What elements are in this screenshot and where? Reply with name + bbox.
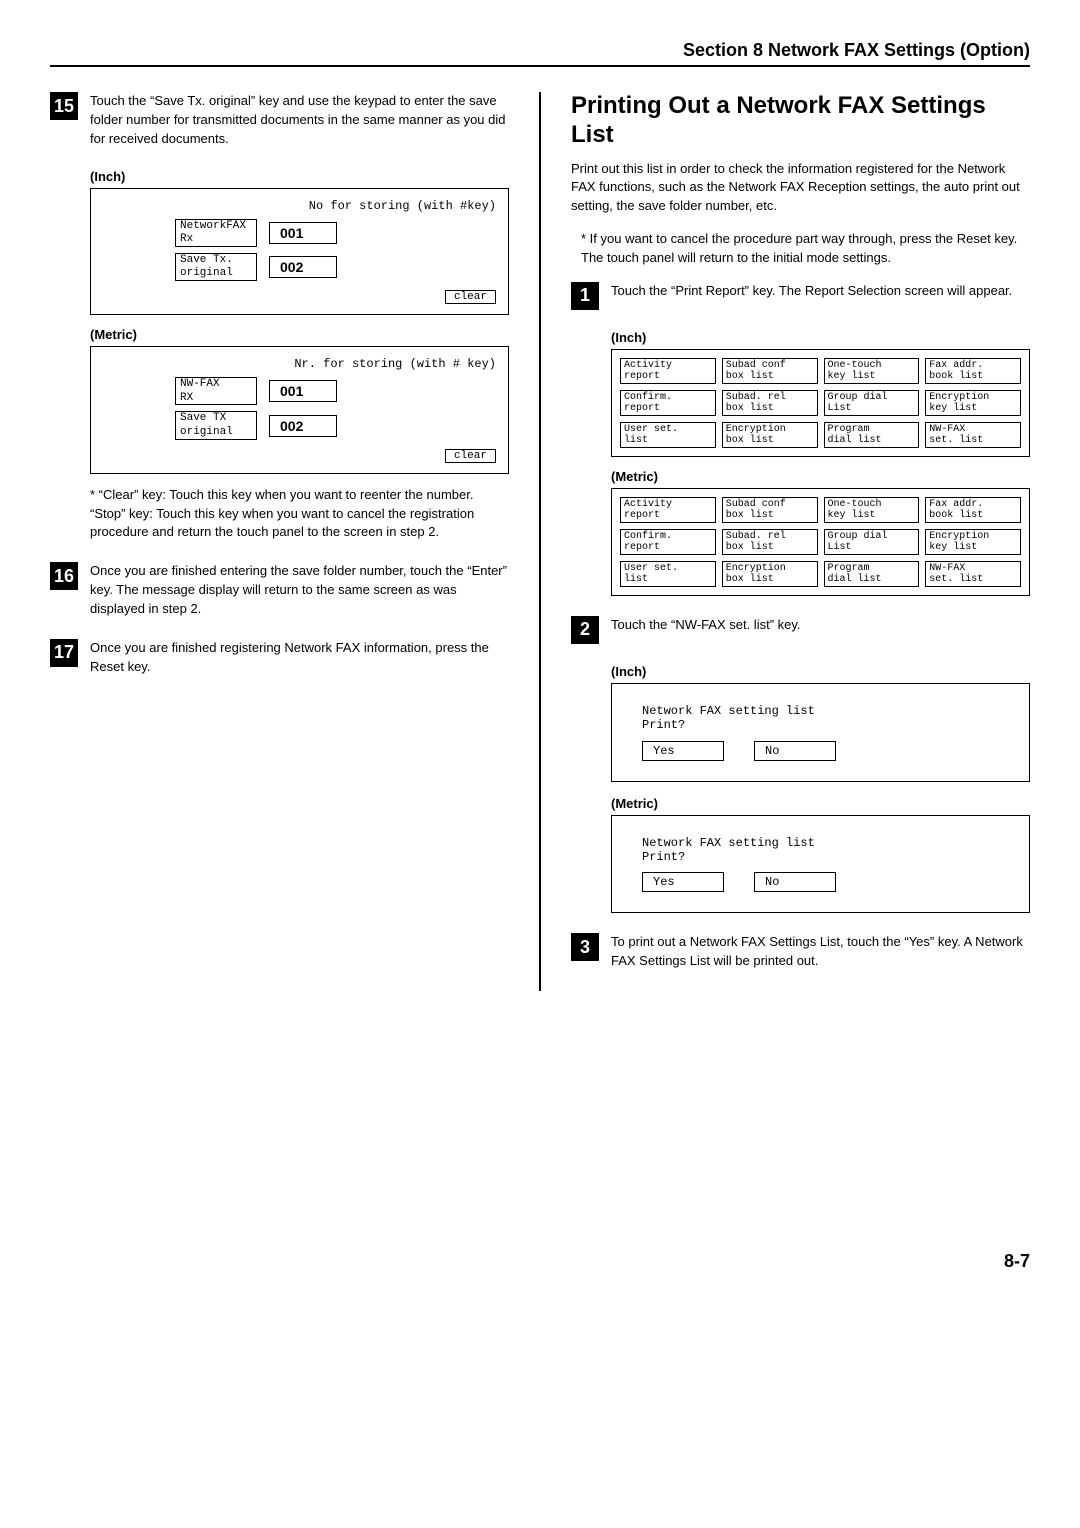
- no-button[interactable]: No: [754, 741, 836, 761]
- step-number: 2: [571, 616, 599, 644]
- step-16: 16 Once you are finished entering the sa…: [50, 562, 509, 619]
- value-box-001: 001: [269, 380, 337, 402]
- touchpanel-inch: No for storing (with #key) NetworkFAX Rx…: [90, 188, 509, 316]
- activity-report-button[interactable]: Activity report: [620, 358, 716, 384]
- step-number: 1: [571, 282, 599, 310]
- nwfax-set-list-button[interactable]: NW-FAX set. list: [925, 422, 1021, 448]
- step-text: Touch the “Print Report” key. The Report…: [611, 282, 1030, 310]
- step-text: Touch the “Save Tx. original” key and us…: [90, 92, 509, 149]
- confirm-line2: Print?: [642, 718, 685, 732]
- section-header: Section 8 Network FAX Settings (Option): [50, 40, 1030, 67]
- unit-label-metric: (Metric): [611, 469, 1030, 484]
- unit-label-metric: (Metric): [611, 796, 1030, 811]
- right-column: Printing Out a Network FAX Settings List…: [571, 92, 1030, 991]
- step-text: To print out a Network FAX Settings List…: [611, 933, 1030, 971]
- step-3: 3 To print out a Network FAX Settings Li…: [571, 933, 1030, 971]
- confirm-report-button[interactable]: Confirm. report: [620, 529, 716, 555]
- unit-label-inch: (Inch): [611, 664, 1030, 679]
- value-box-001: 001: [269, 222, 337, 244]
- confirm-line1: Network FAX setting list: [642, 704, 815, 718]
- step-15: 15 Touch the “Save Tx. original” key and…: [50, 92, 509, 149]
- one-touch-key-list-button[interactable]: One-touch key list: [824, 358, 920, 384]
- report-grid-metric: Activity report Subad conf box list One-…: [611, 488, 1030, 596]
- nwfax-rx-button[interactable]: NW-FAX RX: [175, 377, 257, 405]
- step-number: 15: [50, 92, 78, 120]
- activity-report-button[interactable]: Activity report: [620, 497, 716, 523]
- no-button[interactable]: No: [754, 872, 836, 892]
- step-text: Once you are finished entering the save …: [90, 562, 509, 619]
- article-heading: Printing Out a Network FAX Settings List: [571, 92, 1030, 150]
- yes-button[interactable]: Yes: [642, 872, 724, 892]
- networkfax-rx-button[interactable]: NetworkFAX Rx: [175, 219, 257, 247]
- value-box-002: 002: [269, 256, 337, 278]
- intro-paragraph: Print out this list in order to check th…: [571, 160, 1030, 217]
- step-number: 3: [571, 933, 599, 961]
- confirm-panel-inch: Network FAX setting list Print? Yes No: [611, 683, 1030, 782]
- group-dial-list-button[interactable]: Group dial List: [824, 529, 920, 555]
- fax-addr-book-list-button[interactable]: Fax addr. book list: [925, 358, 1021, 384]
- step-text: Touch the “NW-FAX set. list” key.: [611, 616, 1030, 644]
- page-footer: 8-7: [50, 1251, 1030, 1272]
- step-1: 1 Touch the “Print Report” key. The Repo…: [571, 282, 1030, 310]
- step-17: 17 Once you are finished registering Net…: [50, 639, 509, 677]
- value-box-002: 002: [269, 415, 337, 437]
- yes-button[interactable]: Yes: [642, 741, 724, 761]
- clear-button[interactable]: clear: [445, 449, 496, 463]
- user-set-list-button[interactable]: User set. list: [620, 422, 716, 448]
- subad-conf-box-list-button[interactable]: Subad conf box list: [722, 497, 818, 523]
- save-tx-original-button[interactable]: Save Tx. original: [175, 253, 257, 281]
- report-grid-inch: Activity report Subad conf box list One-…: [611, 349, 1030, 457]
- nwfax-set-list-button[interactable]: NW-FAX set. list: [925, 561, 1021, 587]
- unit-label-inch: (Inch): [611, 330, 1030, 345]
- step-number: 17: [50, 639, 78, 667]
- subad-conf-box-list-button[interactable]: Subad conf box list: [722, 358, 818, 384]
- panel-header: Nr. for storing (with # key): [103, 357, 496, 371]
- group-dial-list-button[interactable]: Group dial List: [824, 390, 920, 416]
- program-dial-list-button[interactable]: Program dial list: [824, 561, 920, 587]
- user-set-list-button[interactable]: User set. list: [620, 561, 716, 587]
- touchpanel-metric: Nr. for storing (with # key) NW-FAX RX 0…: [90, 346, 509, 474]
- step-text: Once you are finished registering Networ…: [90, 639, 509, 677]
- unit-label-metric: (Metric): [90, 327, 509, 342]
- confirm-line2: Print?: [642, 850, 685, 864]
- column-divider: [539, 92, 541, 991]
- save-tx-original-button[interactable]: Save TX original: [175, 411, 257, 439]
- clear-stop-note: * “Clear” key: Touch this key when you w…: [90, 486, 509, 543]
- step-2: 2 Touch the “NW-FAX set. list” key.: [571, 616, 1030, 644]
- panel-header: No for storing (with #key): [103, 199, 496, 213]
- subad-rel-box-list-button[interactable]: Subad. rel box list: [722, 390, 818, 416]
- one-touch-key-list-button[interactable]: One-touch key list: [824, 497, 920, 523]
- subad-rel-box-list-button[interactable]: Subad. rel box list: [722, 529, 818, 555]
- clear-button[interactable]: clear: [445, 290, 496, 304]
- confirm-line1: Network FAX setting list: [642, 836, 815, 850]
- encryption-key-list-button[interactable]: Encryption key list: [925, 529, 1021, 555]
- confirm-report-button[interactable]: Confirm. report: [620, 390, 716, 416]
- left-column: 15 Touch the “Save Tx. original” key and…: [50, 92, 509, 991]
- confirm-panel-metric: Network FAX setting list Print? Yes No: [611, 815, 1030, 914]
- encryption-key-list-button[interactable]: Encryption key list: [925, 390, 1021, 416]
- encryption-box-list-button[interactable]: Encryption box list: [722, 422, 818, 448]
- unit-label-inch: (Inch): [90, 169, 509, 184]
- step-number: 16: [50, 562, 78, 590]
- encryption-box-list-button[interactable]: Encryption box list: [722, 561, 818, 587]
- fax-addr-book-list-button[interactable]: Fax addr. book list: [925, 497, 1021, 523]
- program-dial-list-button[interactable]: Program dial list: [824, 422, 920, 448]
- cancel-note: * If you want to cancel the procedure pa…: [571, 230, 1030, 268]
